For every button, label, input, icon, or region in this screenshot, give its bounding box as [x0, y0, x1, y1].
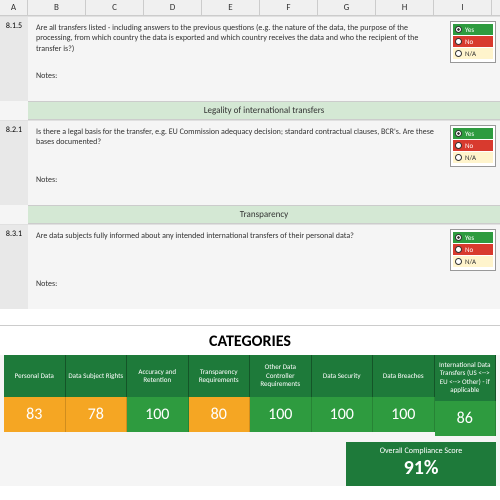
col-i[interactable]: I	[434, 0, 492, 15]
col-h[interactable]: H	[376, 0, 434, 15]
notes-row: Notes:	[0, 275, 500, 309]
radio-icon	[455, 154, 462, 161]
question-text: Are data subjects fully informed about a…	[28, 225, 446, 275]
option-box: Yes No N/A	[446, 17, 500, 67]
category-score: 100	[373, 397, 435, 432]
category-header: Data Subject Rights	[66, 355, 128, 397]
category-col: Data Security 100	[312, 355, 374, 436]
radio-icon	[455, 50, 462, 57]
col-g[interactable]: G	[318, 0, 376, 15]
option-label: N/A	[465, 49, 476, 58]
option-no[interactable]: No	[453, 244, 493, 255]
notes-row: Notes:	[0, 171, 500, 205]
section-header: Legality of international transfers	[28, 101, 500, 120]
category-header: Data Breaches	[373, 355, 435, 397]
notes-row: Notes:	[0, 67, 500, 101]
radio-icon	[455, 130, 462, 137]
option-box: Yes No N/A	[446, 225, 500, 275]
question-number: 8.2.1	[0, 121, 28, 171]
option-yes[interactable]: Yes	[453, 128, 493, 139]
column-headers: A B C D E F G H I	[0, 0, 500, 16]
question-row: 8.1.5 Are all transfers listed - includi…	[0, 16, 500, 67]
notes-gutter	[0, 275, 28, 309]
notes-gutter	[0, 67, 28, 101]
option-label: Yes	[465, 233, 474, 242]
question-number: 8.3.1	[0, 225, 28, 275]
category-header: Data Security	[312, 355, 374, 397]
option-yes[interactable]: Yes	[453, 232, 493, 243]
notes-label[interactable]: Notes:	[28, 67, 500, 101]
option-label: Yes	[465, 25, 474, 34]
question-row: 8.2.1 Is there a legal basis for the tra…	[0, 120, 500, 171]
category-header: Accuracy and Retention	[127, 355, 189, 397]
option-label: No	[465, 245, 473, 254]
radio-icon	[455, 246, 462, 253]
col-a[interactable]: A	[0, 0, 28, 15]
sheet-content: 8.1.5 Are all transfers listed - includi…	[0, 16, 500, 486]
overall-box: Overall Compliance Score 91%	[346, 442, 496, 486]
category-header: Personal Data	[4, 355, 66, 397]
option-label: N/A	[465, 153, 476, 162]
option-label: N/A	[465, 257, 476, 266]
section-header: Transparency	[28, 205, 500, 224]
option-box: Yes No N/A	[446, 121, 500, 171]
overall-score: 91%	[352, 456, 490, 480]
option-label: No	[465, 141, 473, 150]
question-number: 8.1.5	[0, 17, 28, 67]
option-group: Yes No N/A	[450, 125, 496, 167]
category-score: 100	[312, 397, 374, 432]
option-group: Yes No N/A	[450, 229, 496, 271]
radio-icon	[455, 258, 462, 265]
category-score: 83	[4, 397, 66, 432]
category-header: Transparency Requirements	[189, 355, 251, 397]
radio-icon	[455, 26, 462, 33]
category-col: Transparency Requirements 80	[189, 355, 251, 436]
option-group: Yes No N/A	[450, 21, 496, 63]
overall-label: Overall Compliance Score	[352, 446, 490, 456]
category-score: 80	[189, 397, 251, 432]
option-label: Yes	[465, 129, 474, 138]
category-score: 100	[250, 397, 312, 432]
option-label: No	[465, 37, 473, 46]
categories-table: Personal Data 83 Data Subject Rights 78 …	[4, 355, 496, 436]
question-text: Are all transfers listed - including ans…	[28, 17, 446, 67]
category-col: Personal Data 83	[4, 355, 66, 436]
category-col: International Data Transfers (US <--> EU…	[435, 355, 497, 436]
category-col: Other Data Controller Requirements 100	[250, 355, 312, 436]
notes-label[interactable]: Notes:	[28, 171, 500, 205]
option-no[interactable]: No	[453, 140, 493, 151]
option-na[interactable]: N/A	[453, 48, 493, 59]
col-f[interactable]: F	[260, 0, 318, 15]
radio-icon	[455, 38, 462, 45]
col-b[interactable]: B	[28, 0, 86, 15]
category-score: 100	[127, 397, 189, 432]
category-col: Accuracy and Retention 100	[127, 355, 189, 436]
col-e[interactable]: E	[202, 0, 260, 15]
col-d[interactable]: D	[144, 0, 202, 15]
radio-icon	[455, 142, 462, 149]
overall-row: Overall Compliance Score 91%	[0, 442, 496, 486]
categories-title: CATEGORIES	[0, 325, 500, 355]
question-text: Is there a legal basis for the transfer,…	[28, 121, 446, 171]
col-c[interactable]: C	[86, 0, 144, 15]
option-na[interactable]: N/A	[453, 256, 493, 267]
category-score: 78	[66, 397, 128, 432]
category-col: Data Breaches 100	[373, 355, 435, 436]
category-header: International Data Transfers (US <--> EU…	[435, 355, 497, 401]
option-yes[interactable]: Yes	[453, 24, 493, 35]
option-no[interactable]: No	[453, 36, 493, 47]
notes-gutter	[0, 171, 28, 205]
option-na[interactable]: N/A	[453, 152, 493, 163]
radio-icon	[455, 234, 462, 241]
category-score: 86	[435, 401, 497, 436]
spacer	[0, 309, 500, 325]
question-row: 8.3.1 Are data subjects fully informed a…	[0, 224, 500, 275]
category-col: Data Subject Rights 78	[66, 355, 128, 436]
notes-label[interactable]: Notes:	[28, 275, 500, 309]
category-header: Other Data Controller Requirements	[250, 355, 312, 397]
